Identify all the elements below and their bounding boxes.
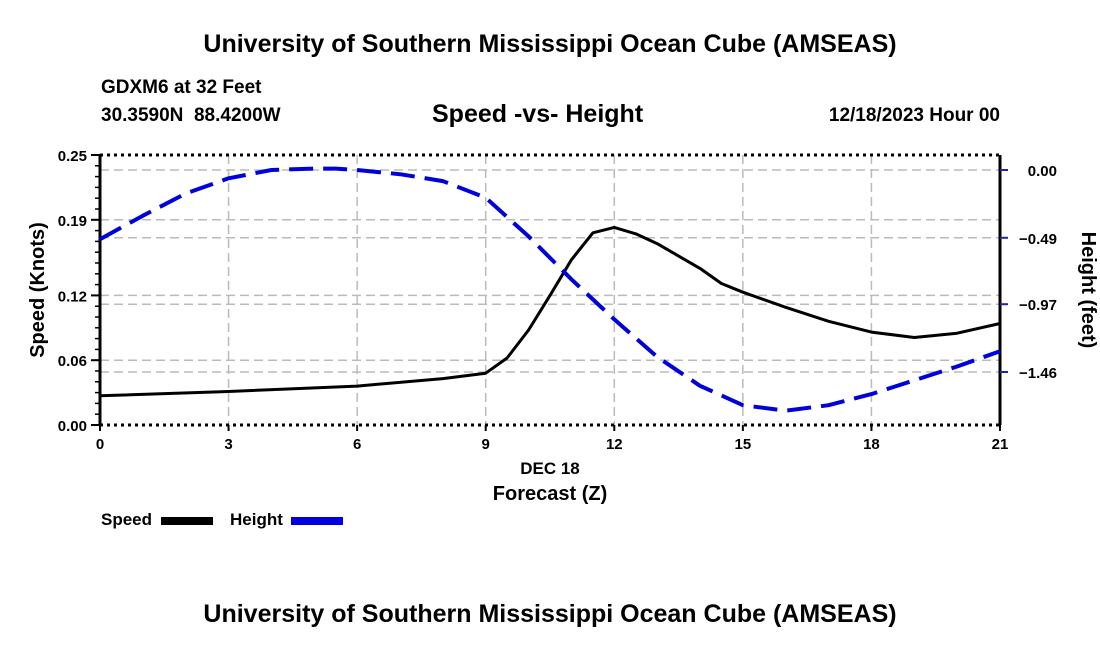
legend-speed-label: Speed [101,510,153,529]
y2-tick-label: −1.46 [1019,365,1057,382]
x-tick-label: 6 [353,436,361,453]
y-axis-label: Speed (Knots) [27,222,49,358]
y-tick-label: 0.06 [58,353,87,370]
x-tick-label: 21 [992,436,1009,453]
x-tick-label: 0 [96,436,104,453]
x-tick-label: 12 [606,436,623,453]
legend-height-swatch [291,517,343,525]
coordinates-label: 30.3590N 88.4200W [101,105,281,126]
y2-axis-label: Height (feet) [1077,232,1099,349]
x-tick-label: 9 [482,436,490,453]
x-tick-label: 3 [224,436,232,453]
y2-tick-label: −0.49 [1019,231,1057,248]
y-tick-label: 0.19 [58,213,87,230]
series-line-speed [99,225,1001,398]
legend-height-label: Height [230,510,283,529]
legend-speed-swatch [161,517,213,525]
station-label: GDXM6 at 32 Feet [101,77,262,98]
chart-subtitle: Speed -vs- Height [432,100,644,128]
forecast-datetime: 12/18/2023 Hour 00 [828,105,1000,126]
x-tick-label: 15 [735,436,752,453]
y-tick-label: 0.25 [58,148,87,165]
x-date-label: DEC 18 [520,459,580,478]
speed-height-chart: 0.00 0.06 0.12 0.19 0.25 0.00 −0.49 −0.97 −1.46 0… [27,148,1099,505]
y2-tick-label: 0.00 [1028,163,1057,180]
footer-title: University of Southern Mississippi Ocean… [203,600,897,628]
series-line-height [99,166,1001,413]
page-title: University of Southern Mississippi Ocean… [203,30,897,58]
x-axis-label: Forecast (Z) [493,483,607,505]
y2-tick-label: −0.97 [1019,297,1057,314]
y-tick-label: 0.00 [58,418,87,435]
x-tick-label: 18 [863,436,880,453]
y-tick-label: 0.12 [58,288,87,305]
